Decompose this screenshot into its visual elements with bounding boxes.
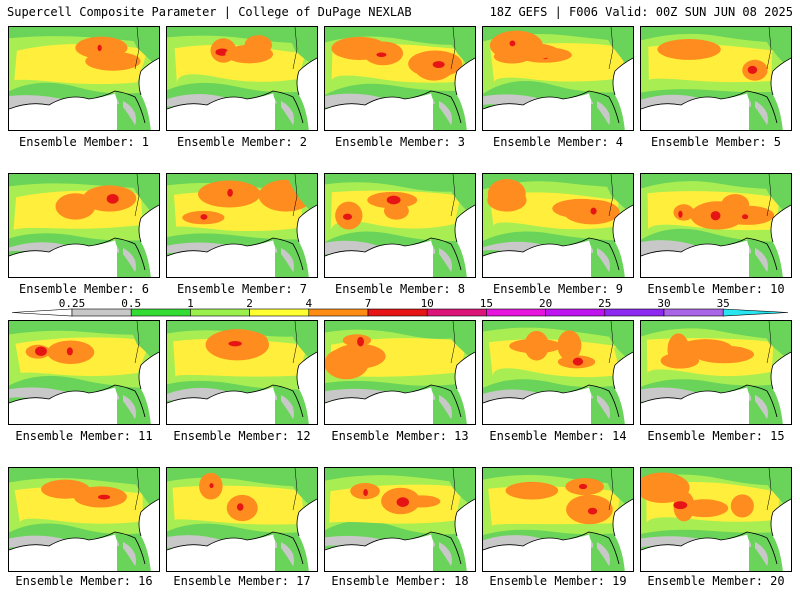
ensemble-map-18	[324, 467, 476, 572]
panel-label: Ensemble Member: 14	[489, 429, 627, 443]
scp-map	[325, 321, 475, 424]
panel-label: Ensemble Member: 15	[647, 429, 785, 443]
legend-swatch	[249, 308, 310, 317]
ensemble-map-13	[324, 320, 476, 425]
panel-label: Ensemble Member: 3	[334, 135, 466, 149]
ensemble-map-6	[8, 173, 160, 278]
panel-label: Ensemble Member: 6	[18, 282, 150, 296]
ensemble-map-3	[324, 26, 476, 131]
legend-arrow-low	[12, 308, 73, 317]
scp-map	[483, 468, 633, 571]
scp-map	[641, 321, 791, 424]
legend-tick-label: 4	[305, 297, 312, 310]
panel-label: Ensemble Member: 11	[15, 429, 153, 443]
ensemble-map-19	[482, 467, 634, 572]
legend-tick-label: 35	[717, 297, 730, 310]
scp-map	[167, 27, 317, 130]
color-scale-legend: 0.25 0.5 1 2 4 7 10 15 20 25 30 35	[12, 297, 788, 317]
scp-map	[9, 468, 159, 571]
scp-map	[483, 174, 633, 277]
scp-map	[9, 174, 159, 277]
legend-tick-label: 10	[421, 297, 434, 310]
panel-label: Ensemble Member: 12	[173, 429, 311, 443]
scp-map	[325, 468, 475, 571]
ensemble-map-9	[482, 173, 634, 278]
scp-map	[641, 174, 791, 277]
panel-label: Ensemble Member: 5	[650, 135, 782, 149]
legend-tick-label: 7	[365, 297, 372, 310]
ensemble-map-12	[166, 320, 318, 425]
panel-label: Ensemble Member: 1	[18, 135, 150, 149]
legend-swatch	[663, 308, 724, 317]
panel-label: Ensemble Member: 19	[489, 574, 627, 588]
scp-map	[641, 27, 791, 130]
legend-swatch	[604, 308, 665, 317]
legend-tick-label: 2	[246, 297, 253, 310]
scp-map	[9, 27, 159, 130]
panel-label: Ensemble Member: 18	[331, 574, 469, 588]
ensemble-map-17	[166, 467, 318, 572]
ensemble-map-15	[640, 320, 792, 425]
scp-map	[483, 27, 633, 130]
legend-swatch	[71, 308, 132, 317]
ensemble-map-1	[8, 26, 160, 131]
panel-label: Ensemble Member: 16	[15, 574, 153, 588]
legend-swatch	[426, 308, 487, 317]
ensemble-map-10	[640, 173, 792, 278]
legend-swatch	[545, 308, 606, 317]
legend-tick-label: 0.25	[59, 297, 86, 310]
legend-swatch	[130, 308, 191, 317]
ensemble-map-4	[482, 26, 634, 131]
legend-tick-label: 1	[187, 297, 194, 310]
legend-tick-label: 30	[657, 297, 670, 310]
legend-tick-label: 0.5	[121, 297, 141, 310]
panel-label: Ensemble Member: 9	[492, 282, 624, 296]
panel-label: Ensemble Member: 8	[334, 282, 466, 296]
legend-tick-label: 15	[480, 297, 493, 310]
legend-tick-label: 20	[539, 297, 552, 310]
legend-tick-label: 25	[598, 297, 611, 310]
legend-swatch	[367, 308, 428, 317]
panel-label: Ensemble Member: 17	[173, 574, 311, 588]
scp-map	[483, 321, 633, 424]
ensemble-map-8	[324, 173, 476, 278]
scp-map	[641, 468, 791, 571]
run-valid-time: 18Z GEFS | F006 Valid: 00Z SUN JUN 08 20…	[489, 5, 793, 19]
ensemble-map-14	[482, 320, 634, 425]
legend-swatch	[190, 308, 250, 317]
legend-swatch	[308, 308, 369, 317]
ensemble-map-20	[640, 467, 792, 572]
scp-map	[9, 321, 159, 424]
scp-map	[325, 27, 475, 130]
panel-label: Ensemble Member: 13	[331, 429, 469, 443]
ensemble-map-16	[8, 467, 160, 572]
ensemble-map-5	[640, 26, 792, 131]
panel-label: Ensemble Member: 2	[176, 135, 308, 149]
ensemble-map-11	[8, 320, 160, 425]
scp-map	[167, 321, 317, 424]
ensemble-map-2	[166, 26, 318, 131]
scp-map	[167, 174, 317, 277]
legend-swatch	[486, 308, 546, 317]
chart-title: Supercell Composite Parameter | College …	[7, 5, 412, 19]
scp-map	[167, 468, 317, 571]
panel-label: Ensemble Member: 7	[176, 282, 308, 296]
ensemble-map-7	[166, 173, 318, 278]
panel-label: Ensemble Member: 4	[492, 135, 624, 149]
legend-arrow-high	[722, 308, 788, 317]
scp-map	[325, 174, 475, 277]
panel-label: Ensemble Member: 20	[647, 574, 785, 588]
panel-label: Ensemble Member: 10	[647, 282, 785, 296]
